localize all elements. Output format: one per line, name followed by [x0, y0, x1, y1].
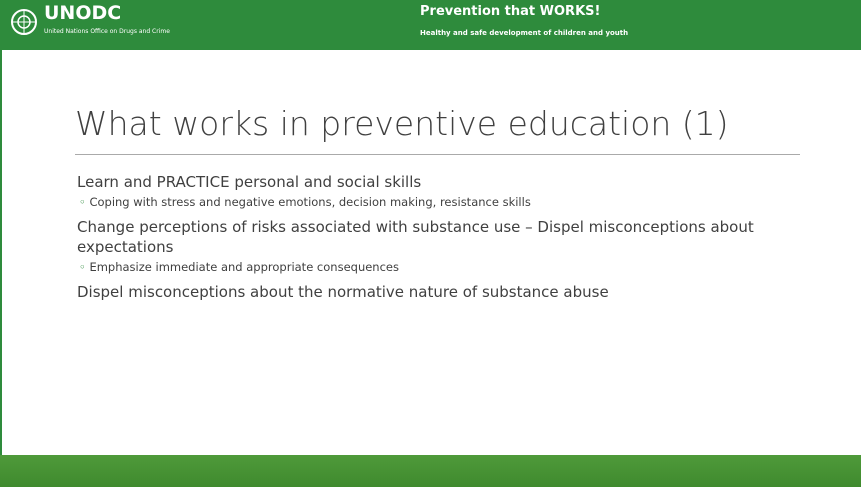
- frame: [0, 50, 2, 487]
- sub-bullet-text: Coping with stress and negative emotions…: [89, 195, 531, 209]
- sub-bullet: ◦ Emphasize immediate and appropriate co…: [79, 260, 399, 274]
- header-title: Prevention that WORKS!: [420, 4, 601, 19]
- bullet-text: Change perceptions of risks associated w…: [77, 218, 754, 256]
- footer-bar: [0, 455, 861, 487]
- header-bar: UNODC United Nations Office on Drugs and…: [0, 0, 861, 50]
- bullet: Learn and PRACTICE personal and social s…: [77, 172, 777, 192]
- logo: UNODC: [44, 2, 122, 24]
- bullet: Dispel misconceptions about the normativ…: [77, 282, 777, 302]
- un-emblem: [11, 9, 37, 35]
- bullets: Learn and PRACTICE personal and social s…: [77, 164, 777, 302]
- slide-title: What works in preventive education (1): [75, 104, 729, 143]
- logo-subtitle: United Nations Office on Drugs and Crime: [44, 28, 170, 35]
- bullet-text: Learn and PRACTICE personal and social s…: [77, 173, 422, 191]
- bullet: Change perceptions of risks associated w…: [77, 217, 777, 257]
- sub-bullet: ◦ Coping with stress and negative emotio…: [79, 195, 531, 209]
- header-subtitle: Healthy and safe development of children…: [420, 29, 629, 37]
- bullet-text: Dispel misconceptions about the normativ…: [77, 283, 609, 301]
- title-rule: [75, 154, 800, 155]
- sub-bullet-text: Emphasize immediate and appropriate cons…: [89, 260, 399, 274]
